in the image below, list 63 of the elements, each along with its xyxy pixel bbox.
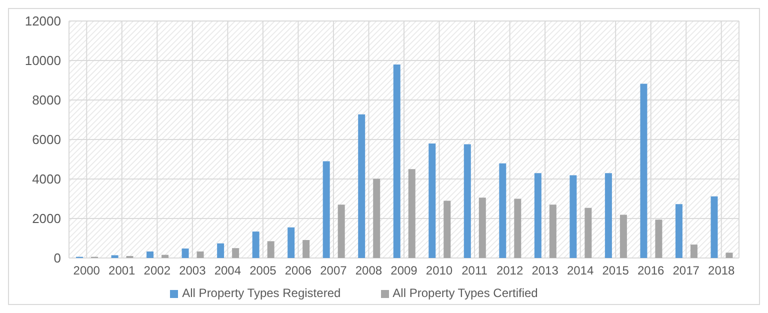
bar [499,163,506,258]
x-tick-label: 2015 [602,264,630,278]
bar [338,204,345,258]
x-tick-label: 2013 [532,264,559,278]
x-tick-label: 2017 [672,264,700,278]
y-tick-label: 0 [54,250,61,266]
legend-label: All Property Types Certified [392,286,538,300]
bar [288,227,295,258]
x-tick-label: 2018 [708,264,736,278]
bar [373,178,380,258]
bar [408,169,416,258]
bar [570,175,577,258]
bar [640,84,648,258]
x-tick-label: 2000 [73,264,100,278]
x-tick-label: 2016 [637,264,665,278]
x-tick-label: 2004 [214,264,242,278]
bar [322,161,330,258]
bar [464,144,471,258]
x-tick-label: 2003 [179,264,206,278]
bar [620,214,627,258]
bar [162,254,169,258]
bar [217,243,224,258]
bar [267,241,274,258]
bar [182,248,189,258]
x-tick-label: 2002 [144,264,171,278]
bar [690,244,698,258]
x-tick-label: 2012 [496,264,524,278]
x-tick-label: 2014 [566,264,594,278]
bar [358,114,366,258]
x-tick-label: 2001 [108,264,136,278]
x-tick-label: 2005 [250,264,277,278]
x-tick-label: 2008 [355,264,382,278]
x-tick-label: 2010 [426,264,453,278]
bar [710,196,718,258]
bar [111,255,118,258]
bar [393,64,400,258]
bar [428,143,436,258]
bar [534,173,542,258]
y-tick-label: 6000 [32,132,61,148]
bar [655,220,662,258]
y-tick-label: 10000 [24,53,61,68]
bar [146,251,154,258]
bar [196,251,204,258]
legend-label: All Property Types Registered [182,286,341,300]
x-tick-label: 2011 [462,264,488,278]
bar [584,208,592,258]
bar [726,252,733,258]
y-tick-label: 8000 [32,92,61,108]
bar [478,198,486,258]
bar [604,173,612,258]
bar [232,248,240,258]
bar [549,204,556,258]
x-tick-label: 2007 [320,264,348,278]
bar [302,240,310,258]
x-tick-label: 2009 [390,264,418,278]
y-tick-label: 4000 [32,172,61,187]
bar [514,198,522,258]
y-tick-label: 2000 [32,211,61,226]
bar [675,204,682,258]
y-tick-label: 12000 [24,14,61,29]
x-tick-label: 2006 [284,264,312,278]
bar [444,200,451,258]
bar [252,232,260,258]
